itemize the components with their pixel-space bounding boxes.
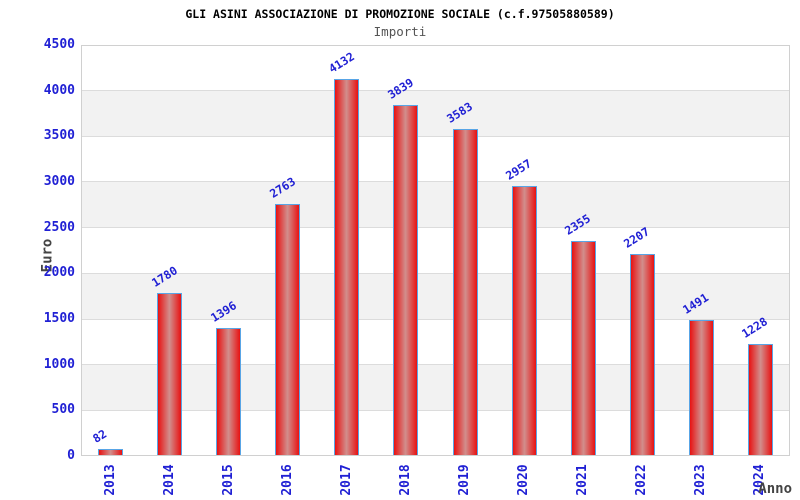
- grid-band-white: [81, 45, 790, 90]
- grid-band-gray: [81, 181, 790, 228]
- x-axis-title: Anno: [758, 481, 792, 497]
- x-tick-label-2018: 2018: [397, 464, 413, 496]
- bar-2023: [688, 320, 714, 456]
- bar-2019: [452, 129, 478, 456]
- chart-title: GLI ASINI ASSOCIAZIONE DI PROMOZIONE SOC…: [185, 7, 615, 21]
- bar-2021: [570, 241, 596, 456]
- bar-2020: [511, 186, 537, 456]
- grid-band-gray: [81, 364, 790, 411]
- bar-2018: [393, 105, 419, 456]
- grid-band-gray: [81, 89, 790, 136]
- x-tick-label-2014: 2014: [161, 464, 177, 496]
- x-tick-label-2017: 2017: [338, 464, 354, 496]
- bar-2022: [629, 254, 655, 456]
- chart-subtitle: Importi: [373, 24, 427, 39]
- x-tick-label-2020: 2020: [516, 464, 532, 496]
- x-tick-label-2013: 2013: [102, 464, 118, 496]
- x-tick-label-2016: 2016: [279, 464, 295, 496]
- y-tick-label: 2000: [43, 265, 75, 281]
- bar-2024: [747, 344, 773, 456]
- y-tick-label: 1500: [43, 311, 75, 326]
- bar-2014: [157, 293, 183, 456]
- bar-2017: [334, 79, 360, 456]
- y-tick-label: 0: [67, 448, 75, 463]
- x-tick-label-2021: 2021: [575, 464, 591, 496]
- y-tick-label: 3500: [43, 128, 75, 144]
- grid-band-gray: [81, 272, 790, 319]
- y-tick-label: 4000: [43, 82, 75, 98]
- plot-area: 82 1780 1396 2763 4132 3839 3583 2957 2355 2207 14…: [81, 45, 790, 457]
- gridline-bands: [81, 45, 790, 457]
- bar-2013: [98, 449, 124, 456]
- bar-2016: [275, 204, 301, 456]
- x-tick-label-2015: 2015: [220, 464, 236, 496]
- grid-band-white: [81, 135, 790, 182]
- x-tick-label-2019: 2019: [457, 464, 473, 496]
- y-tick-label: 4500: [43, 37, 75, 52]
- y-tick-label: 500: [51, 402, 75, 418]
- grid-band-white: [81, 227, 790, 273]
- x-tick-label-2022: 2022: [634, 464, 650, 496]
- bar-2015: [216, 328, 242, 456]
- x-tick-label-2023: 2023: [693, 464, 709, 496]
- y-tick-label: 2500: [43, 219, 75, 235]
- y-tick-label: 3000: [43, 174, 75, 189]
- grid-band-white: [81, 410, 790, 457]
- grid-band-white: [81, 318, 790, 365]
- y-tick-label: 1000: [43, 356, 75, 372]
